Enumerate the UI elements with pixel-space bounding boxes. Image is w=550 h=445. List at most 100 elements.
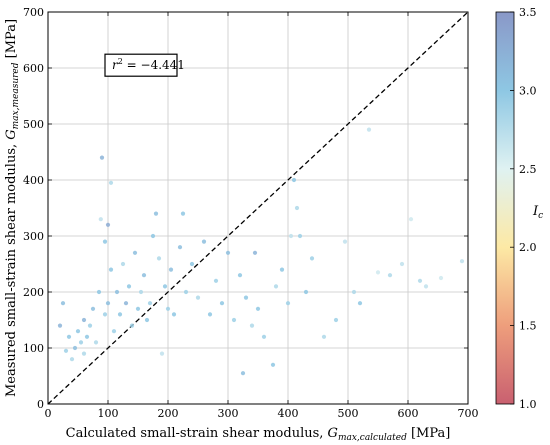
data-point-2 [63, 348, 69, 353]
data-point-59 [252, 250, 258, 255]
data-point-50 [207, 312, 213, 317]
annotation-box [104, 53, 178, 77]
data-point-16 [99, 155, 105, 160]
data-point-38 [156, 256, 162, 261]
x-tick-label-7: 700 [458, 407, 479, 420]
data-point-29 [129, 323, 135, 328]
data-point-4 [69, 357, 75, 362]
data-point-14 [96, 289, 102, 295]
data-point-74 [342, 239, 348, 244]
data-points [57, 127, 465, 376]
axis-ticks: 0 100 200 300 400 500 600 700 0 100 200 300 400 500 60… [23, 6, 479, 420]
y-tick-label-4: 400 [23, 174, 44, 187]
data-point-41 [165, 306, 171, 311]
data-point-42 [168, 267, 174, 272]
colorbar-tick-label-4: 3.0 [519, 84, 537, 97]
data-point-33 [141, 273, 147, 278]
x-axis-label: Calculated small-strain shear modulus, G… [66, 426, 451, 443]
data-point-8 [81, 351, 87, 356]
data-point-67 [291, 177, 297, 183]
data-point-75 [351, 289, 357, 295]
data-point-71 [309, 256, 315, 261]
data-point-0 [57, 323, 63, 328]
annotation-text: r2 = −4.441 [112, 57, 185, 72]
data-point-51 [213, 278, 219, 283]
data-point-61 [261, 334, 267, 339]
y-tick-label-5: 500 [23, 118, 44, 131]
data-point-48 [195, 295, 201, 300]
data-point-20 [105, 222, 111, 227]
r-squared-annotation: r2 = −4.441 [104, 53, 185, 77]
colorbar-ticks: 1.0 1.5 2.0 2.5 3.0 3.5 [510, 6, 537, 411]
data-point-18 [102, 312, 108, 317]
y-tick-label-6: 600 [23, 62, 44, 75]
y-tick-label-7: 700 [23, 6, 44, 19]
data-point-82 [417, 278, 423, 283]
data-point-5 [72, 345, 78, 351]
data-point-79 [387, 273, 393, 278]
data-point-32 [138, 289, 144, 295]
data-point-28 [126, 284, 132, 289]
x-tick-label-4: 400 [278, 407, 299, 420]
y-tick-label-3: 300 [23, 230, 44, 243]
data-point-53 [225, 250, 231, 255]
data-point-63 [273, 284, 279, 289]
x-tick-label-2: 200 [158, 407, 179, 420]
data-point-27 [123, 301, 129, 306]
data-point-26 [120, 261, 126, 267]
y-tick-label-0: 0 [37, 398, 44, 411]
colorbar-tick-label-1: 1.5 [519, 320, 537, 333]
plot-frame [47, 11, 469, 405]
data-point-30 [132, 250, 138, 255]
colorbar [495, 11, 515, 405]
y-tick-label-1: 100 [23, 342, 44, 355]
data-point-1 [60, 301, 66, 306]
colorbar-tick-label-0: 1.0 [519, 398, 537, 411]
data-point-36 [150, 233, 156, 239]
data-point-22 [108, 267, 114, 272]
data-point-54 [231, 317, 237, 323]
data-point-35 [147, 301, 153, 306]
data-point-13 [93, 340, 99, 345]
data-point-19 [105, 301, 111, 306]
x-tick-label-3: 300 [218, 407, 239, 420]
data-point-57 [243, 295, 249, 300]
data-point-21 [108, 180, 114, 185]
data-point-84 [438, 275, 444, 281]
x-tick-label-5: 500 [338, 407, 359, 420]
data-point-73 [333, 317, 339, 323]
data-point-15 [98, 217, 103, 222]
data-point-49 [201, 239, 207, 244]
data-point-44 [177, 245, 183, 250]
data-point-76 [357, 301, 363, 306]
data-point-58 [249, 323, 255, 328]
data-point-66 [288, 233, 294, 239]
data-point-10 [84, 334, 90, 339]
data-point-80 [399, 261, 405, 267]
data-point-78 [375, 270, 381, 275]
data-point-64 [279, 267, 285, 272]
data-point-6 [75, 329, 81, 334]
data-point-70 [303, 289, 309, 295]
data-point-24 [114, 289, 120, 295]
data-point-68 [294, 205, 300, 211]
data-point-62 [270, 362, 276, 367]
data-point-9 [81, 317, 87, 323]
data-point-12 [90, 306, 96, 311]
data-point-40 [162, 284, 168, 289]
x-tick-label-6: 600 [398, 407, 419, 420]
data-point-77 [366, 127, 372, 132]
colorbar-tick-label-3: 2.5 [519, 163, 537, 176]
data-point-34 [144, 317, 150, 323]
data-point-7 [78, 340, 84, 345]
data-point-52 [219, 301, 225, 306]
data-point-3 [66, 334, 72, 339]
colorbar-label: Ic [532, 204, 543, 221]
y-tick-label-2: 200 [23, 286, 44, 299]
data-point-81 [408, 217, 414, 222]
data-point-83 [423, 284, 429, 289]
data-point-25 [117, 312, 123, 317]
x-tick-label-1: 100 [98, 407, 119, 420]
data-point-37 [153, 211, 159, 216]
